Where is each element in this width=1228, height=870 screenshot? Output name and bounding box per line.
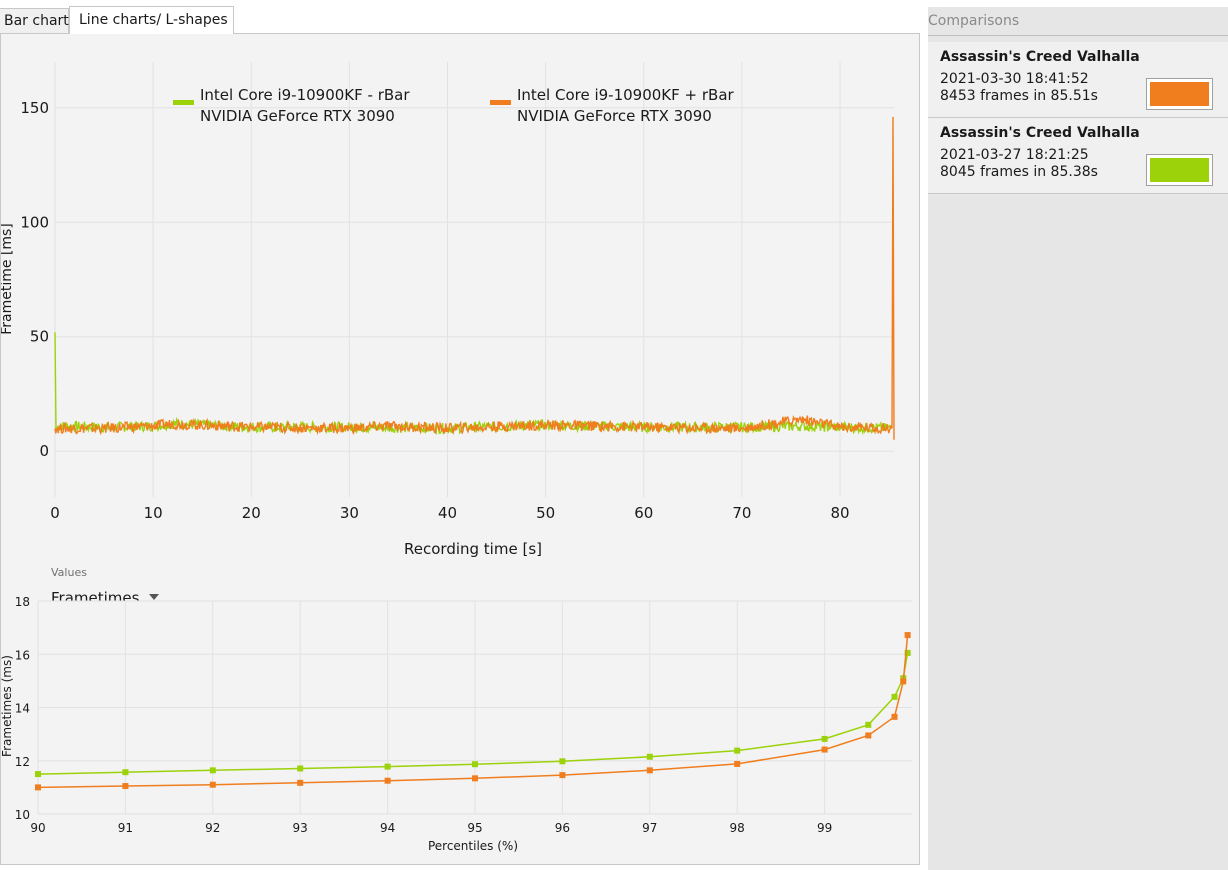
x-tick-label: 0 [50,504,60,522]
percentile-point [209,767,216,774]
legend: Intel Core i9-10900KF - rBar NVIDIA GeFo… [173,86,735,125]
y-tick-label: 12 [15,755,30,769]
comparison-item[interactable]: Assassin's Creed Valhalla 2021-03-27 18:… [928,118,1228,194]
lshape-x-axis-label: Percentiles (%) [428,839,518,853]
x-tick-label: 70 [732,504,751,522]
legend-swatch-green [173,100,194,105]
percentile-point [384,777,391,784]
x-tick-label: 60 [634,504,653,522]
percentile-point [472,775,478,782]
percentile-point [904,632,911,639]
tab-bar-charts[interactable]: Bar charts [0,8,76,33]
percentile-point [35,784,41,791]
x-tick-label: 20 [242,504,261,522]
percentile-point [646,753,653,760]
color-swatch-button[interactable] [1146,154,1213,186]
comparison-item[interactable]: Assassin's Creed Valhalla 2021-03-30 18:… [928,42,1228,118]
x-tick-label: 91 [118,821,133,835]
percentile-point [122,783,129,790]
percentile-point [559,758,566,765]
legend-label-1-line1: Intel Core i9-10900KF - rBar [200,86,410,104]
frametime-x-axis-label: Recording time [s] [404,540,542,558]
x-tick-label: 93 [293,821,308,835]
x-tick-label: 97 [642,821,657,835]
percentile-point [384,763,391,770]
percentile-point [35,771,41,778]
charts-panel: 0 50 100 150 0 10 20 30 40 50 60 70 80 Recording tim… [0,33,920,865]
y-tick-label: 50 [30,328,49,346]
x-tick-label: 30 [340,504,359,522]
legend-label-2-line1: Intel Core i9-10900KF + rBar [517,86,735,104]
x-tick-label: 96 [555,821,570,835]
sidebar-title: Comparisons [928,7,1228,36]
color-swatch-button[interactable] [1146,78,1213,110]
comparison-game: Assassin's Creed Valhalla [940,49,1140,65]
x-tick-label: 80 [830,504,849,522]
lshape-chart: 10 12 14 16 18 90 91 92 93 94 95 96 97 98 99 Percentil… [1,595,912,853]
x-tick-label: 98 [730,821,745,835]
values-caption: Values [51,566,87,579]
percentile-point [646,767,653,774]
percentile-series-line [37,635,909,789]
color-swatch [1150,82,1209,106]
percentile-point [472,761,478,768]
y-tick-label: 100 [20,213,49,231]
comparison-datetime: 2021-03-27 18:21:25 [940,147,1089,163]
percentile-point [559,772,566,779]
y-tick-label: 10 [15,808,30,822]
comparison-datetime: 2021-03-30 18:41:52 [940,71,1089,87]
percentile-point [821,735,828,742]
frametime-y-axis-label: Frametime [ms] [1,223,15,335]
y-tick-label: 18 [15,595,30,609]
percentile-point [900,678,907,685]
legend-label-1-line2: NVIDIA GeForce RTX 3090 [200,107,395,125]
percentile-point [734,760,741,767]
percentile-point [297,765,304,772]
x-tick-label: 92 [205,821,220,835]
percentile-point [122,769,129,776]
percentile-point [865,721,872,728]
comparison-frames: 8045 frames in 85.38s [940,164,1098,180]
x-tick-label: 99 [817,821,832,835]
y-tick-label: 16 [15,648,30,662]
tab-line-charts[interactable]: Line charts/ L-shapes [69,6,234,34]
chevron-down-icon [149,594,159,600]
x-tick-label: 90 [30,821,45,835]
comparison-game: Assassin's Creed Valhalla [940,125,1140,141]
y-tick-label: 14 [15,702,30,716]
x-tick-label: 50 [536,504,555,522]
percentile-point [904,649,911,656]
legend-swatch-orange [490,100,511,105]
color-swatch [1150,158,1209,182]
percentile-series-line [37,652,909,775]
comparison-frames: 8453 frames in 85.51s [940,88,1098,104]
frametime-chart: 0 50 100 150 0 10 20 30 40 50 60 70 80 Recording tim… [1,62,895,558]
x-tick-label: 94 [380,821,395,835]
percentile-point [865,732,872,739]
legend-label-2-line2: NVIDIA GeForce RTX 3090 [517,107,712,125]
lshape-y-axis-label: Frametimes (ms) [1,655,14,757]
x-tick-label: 95 [467,821,482,835]
frametime-series-line [54,116,895,440]
percentile-point [891,713,898,720]
percentile-point [891,693,898,700]
x-tick-label: 40 [438,504,457,522]
tab-bar: Bar charts Line charts/ L-shapes [0,0,920,34]
percentile-point [209,781,216,788]
x-tick-label: 10 [144,504,163,522]
y-tick-label: 0 [39,442,49,460]
y-tick-label: 150 [20,99,49,117]
comparisons-sidebar: Comparisons Assassin's Creed Valhalla 20… [928,7,1228,870]
percentile-point [297,779,304,786]
percentile-point [821,746,828,753]
percentile-point [734,747,741,754]
